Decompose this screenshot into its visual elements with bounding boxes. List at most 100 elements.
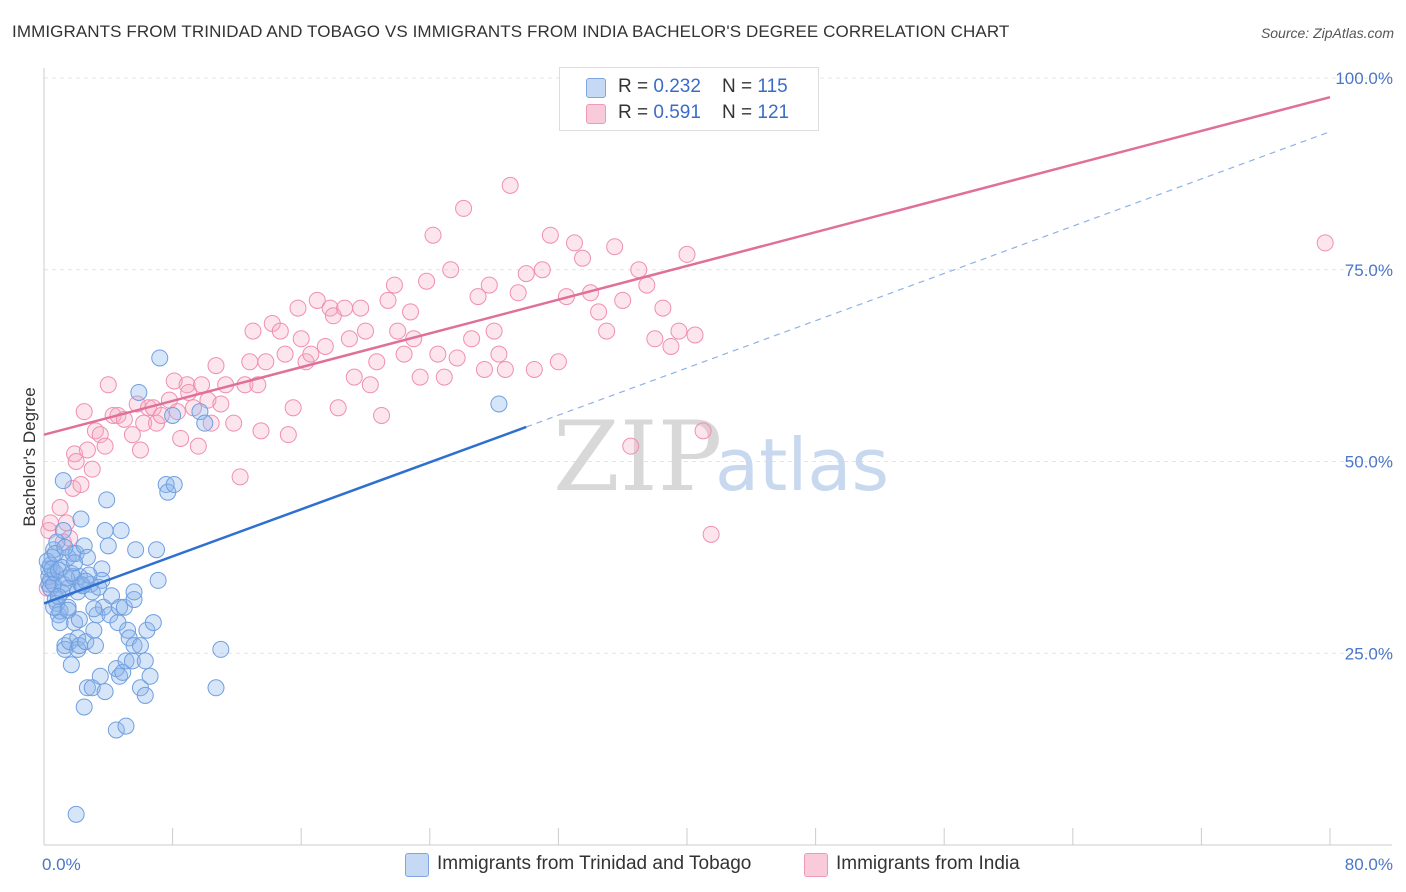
point-india-89: [490, 345, 508, 363]
point-india-84: [463, 330, 481, 348]
point-india-50: [276, 345, 294, 363]
point-india-70: [379, 291, 397, 309]
tick-labels: 25.0% 50.0% 75.0% 100.0% 0.0% 80.0%: [42, 69, 1393, 874]
point-india-36: [202, 414, 220, 432]
point-trinidad-47: [86, 637, 104, 655]
point-india-63: [340, 330, 358, 348]
source-label: Source: ZipAtlas.com: [1260, 25, 1394, 41]
point-india-27: [165, 372, 183, 390]
point-india-38: [212, 395, 230, 413]
point-trinidad-86: [151, 349, 169, 367]
point-india-7: [72, 476, 90, 494]
point-india-102: [590, 303, 608, 321]
point-trinidad-45: [83, 679, 101, 697]
point-india-18: [123, 426, 141, 444]
point-trinidad-100: [53, 558, 71, 576]
point-india-109: [646, 330, 664, 348]
point-india-113: [678, 245, 696, 263]
point-trinidad-76: [130, 383, 148, 401]
point-india-61: [329, 399, 347, 417]
legend-swatch-trinidad: [586, 78, 606, 98]
point-india-97: [549, 353, 567, 371]
axes: [43, 68, 1392, 846]
chart-title: IMMIGRANTS FROM TRINIDAD AND TOBAGO VS I…: [12, 22, 1010, 41]
series-swatch-trinidad: [405, 853, 429, 877]
point-india-13: [96, 437, 114, 455]
point-india-67: [361, 376, 379, 394]
point-trinidad-84: [148, 541, 166, 559]
watermark-atlas: atlas: [715, 423, 889, 507]
point-india-77: [418, 272, 436, 290]
legend-r-value-india: 0.591: [653, 102, 701, 123]
point-india-116: [702, 525, 720, 543]
point-trinidad-64: [112, 522, 130, 540]
point-trinidad-73: [125, 637, 143, 655]
y-tick-label-1: 50.0%: [1345, 453, 1393, 472]
watermark-zip: ZIP: [553, 401, 722, 513]
point-india-69: [373, 406, 391, 424]
point-india-85: [469, 288, 487, 306]
point-trinidad-90: [165, 476, 183, 494]
correlation-legend: R = 0.232 N = 115 R = 0.591 N = 121: [559, 67, 819, 131]
legend-r-label: R =: [618, 102, 654, 123]
point-trinidad-67: [117, 717, 135, 735]
point-trinidad-80: [136, 652, 154, 670]
point-trinidad-93: [207, 679, 225, 697]
point-india-80: [435, 368, 453, 386]
point-trinidad-19: [54, 472, 72, 490]
point-india-20: [131, 441, 149, 459]
legend-n-value-trinidad: 115: [757, 76, 788, 97]
y-axis-label: Bachelor's Degree: [20, 387, 39, 526]
point-india-91: [501, 176, 519, 194]
y-tick-label-0: 25.0%: [1345, 644, 1393, 663]
point-india-41: [231, 468, 249, 486]
point-trinidad-108: [66, 554, 84, 572]
watermark: ZIP atlas: [553, 401, 889, 513]
point-trinidad-101: [58, 569, 76, 587]
point-india-6: [67, 453, 85, 470]
trend-lines: [43, 95, 1331, 605]
point-india-71: [385, 276, 403, 294]
point-india-64: [345, 368, 363, 386]
legend-r-label: R =: [618, 76, 654, 97]
point-india-14: [99, 376, 117, 394]
point-trinidad-42: [78, 548, 96, 566]
point-india-79: [429, 345, 447, 363]
point-trinidad-55: [98, 491, 116, 509]
point-trinidad-106: [46, 545, 64, 563]
point-trinidad-79: [136, 686, 154, 704]
point-india-93: [517, 265, 535, 283]
point-trinidad-95: [490, 395, 508, 413]
point-trinidad-53: [96, 683, 114, 701]
x-tick-label-1: 80.0%: [1345, 855, 1393, 874]
point-india-81: [442, 261, 460, 279]
point-india-107: [630, 261, 648, 279]
trend-line-trinidad: [43, 425, 527, 605]
point-india-112: [670, 322, 688, 340]
data-points: [38, 176, 1334, 823]
point-trinidad-82: [141, 667, 159, 685]
point-india-62: [336, 299, 354, 317]
point-india-37: [207, 357, 225, 375]
point-trinidad-75: [127, 541, 145, 559]
point-trinidad-74: [125, 583, 143, 601]
point-india-52: [284, 399, 302, 417]
point-india-51: [279, 426, 297, 444]
point-india-103: [598, 322, 616, 340]
legend-r-value-trinidad: 0.232: [653, 76, 701, 97]
point-trinidad-107: [56, 538, 74, 556]
point-trinidad-54: [96, 522, 114, 540]
point-india-108: [638, 276, 656, 294]
point-india-53: [289, 299, 307, 317]
point-india-9: [78, 441, 96, 459]
point-trinidad-26: [62, 656, 80, 674]
point-trinidad-37: [72, 510, 90, 528]
point-trinidad-68: [117, 652, 135, 670]
legend-n-label: N =: [722, 102, 758, 123]
point-india-82: [448, 349, 466, 367]
point-india-57: [308, 291, 326, 309]
point-india-90: [496, 360, 514, 378]
point-trinidad-71: [123, 652, 141, 670]
point-india-76: [411, 368, 429, 386]
